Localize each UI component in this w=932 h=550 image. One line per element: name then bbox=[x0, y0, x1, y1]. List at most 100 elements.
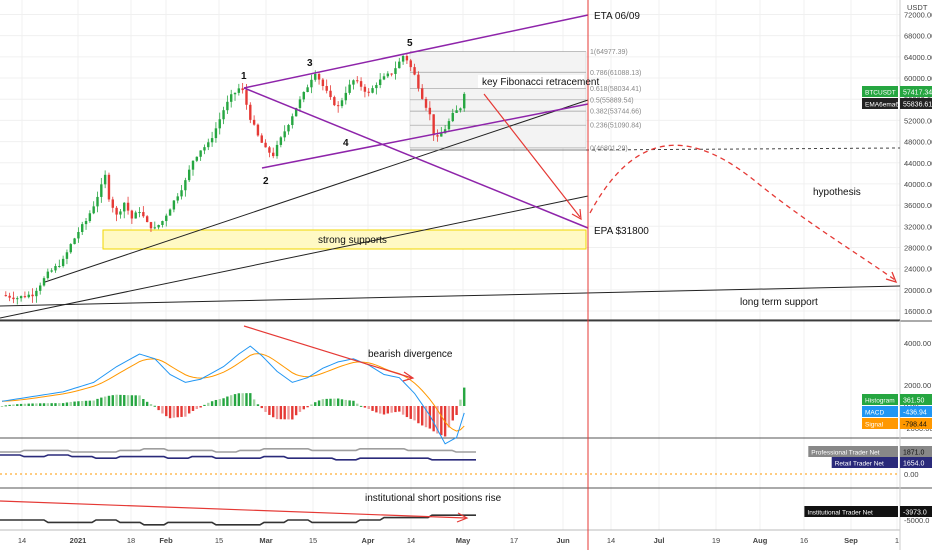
long-term-support-line bbox=[0, 285, 901, 307]
histogram-bar bbox=[264, 406, 267, 412]
histogram-bar bbox=[187, 406, 191, 414]
histogram-bar bbox=[35, 403, 38, 406]
histogram-bar bbox=[58, 403, 61, 406]
price-tick-label: 52000.00 bbox=[904, 116, 932, 125]
histogram-bar bbox=[436, 406, 439, 434]
candle-body bbox=[237, 88, 241, 93]
candle bbox=[23, 291, 27, 299]
macd-line bbox=[1, 345, 465, 445]
candle-body bbox=[126, 202, 130, 211]
candle bbox=[241, 82, 244, 94]
time-tick-label: Apr bbox=[362, 536, 375, 545]
histogram-bar bbox=[401, 406, 405, 415]
candle-body bbox=[378, 79, 382, 86]
candle bbox=[187, 165, 191, 182]
candle-body bbox=[333, 97, 336, 106]
candle bbox=[352, 79, 355, 90]
value-tags: BTCUSDT 57417.34 EMA6ema6 55836.61 Histogram… bbox=[804, 86, 932, 517]
candle-body bbox=[8, 295, 11, 298]
ema-tag: EMA6ema6 55836.61 bbox=[862, 98, 932, 109]
wave-channel bbox=[243, 14, 589, 229]
price-tick-label: 28000.00 bbox=[904, 243, 932, 252]
histogram-tag-value-bg bbox=[900, 394, 932, 405]
wave-label-2: 2 bbox=[263, 176, 269, 187]
candle bbox=[69, 243, 72, 254]
short-support-line bbox=[44, 99, 589, 283]
histogram-bar bbox=[4, 405, 8, 407]
time-tick-label: 2021 bbox=[70, 536, 87, 545]
histogram-bar bbox=[317, 400, 321, 406]
candle-body bbox=[386, 73, 390, 77]
candle bbox=[252, 115, 256, 126]
histogram-bar bbox=[107, 395, 111, 406]
candle-body bbox=[153, 227, 156, 229]
candle-body bbox=[19, 296, 23, 299]
histogram-bar bbox=[0, 406, 4, 407]
time-tick-label: Mar bbox=[259, 536, 272, 545]
candle-body bbox=[352, 80, 355, 85]
candle-body bbox=[210, 138, 214, 143]
histogram-bar bbox=[42, 403, 46, 406]
candle bbox=[184, 177, 187, 197]
candle bbox=[77, 227, 80, 243]
candle bbox=[35, 287, 38, 303]
institutional-indicator bbox=[0, 514, 476, 526]
professional-trader-net-line bbox=[0, 448, 476, 453]
candle bbox=[417, 71, 420, 92]
candle-body bbox=[463, 93, 466, 109]
histogram-bar bbox=[149, 404, 153, 406]
candle bbox=[249, 102, 252, 124]
histogram-bar bbox=[103, 396, 107, 406]
histogram-bar bbox=[340, 399, 344, 406]
candle-body bbox=[203, 147, 206, 151]
candle-body bbox=[359, 81, 363, 87]
histogram-bar bbox=[230, 395, 233, 406]
candle-body bbox=[432, 114, 435, 136]
candle-body bbox=[275, 144, 279, 157]
price-tick-label: 32000.00 bbox=[904, 222, 932, 231]
candle-body bbox=[65, 252, 69, 259]
candle-body bbox=[214, 128, 218, 139]
histogram-bar bbox=[321, 399, 325, 406]
histogram-bar bbox=[424, 406, 428, 428]
price-tag-label: BTCUSDT bbox=[865, 90, 896, 97]
candle-body bbox=[218, 119, 221, 129]
macd-tag-value: -436.94 bbox=[903, 410, 927, 417]
candle bbox=[111, 196, 114, 213]
candle-body bbox=[302, 92, 305, 100]
histogram-bar bbox=[371, 406, 374, 411]
candle-body bbox=[107, 174, 111, 200]
institutional-tag-value-bg bbox=[900, 506, 932, 517]
price-tick-label: 60000.00 bbox=[904, 74, 932, 83]
ema-tag-label: EMA6ema6 bbox=[865, 102, 899, 109]
candle bbox=[233, 92, 237, 101]
candle-body bbox=[306, 87, 309, 93]
candle-body bbox=[31, 294, 34, 297]
time-tick-label: 14 bbox=[407, 536, 415, 545]
candle-body bbox=[417, 74, 420, 89]
institutional-tag: Institutional Trader Net -3973.0 bbox=[804, 506, 932, 517]
candle bbox=[222, 106, 225, 125]
candle bbox=[230, 89, 233, 108]
price-tag-value-bg bbox=[900, 86, 932, 97]
candle-body bbox=[447, 121, 451, 130]
candle-body bbox=[336, 105, 340, 107]
histogram-bar bbox=[61, 403, 65, 406]
candle bbox=[100, 177, 103, 203]
candle-body bbox=[443, 129, 447, 134]
divergence-annotation: bearish divergence bbox=[368, 349, 453, 360]
histogram-bar bbox=[88, 400, 92, 406]
ema-tag-value: 55836.61 bbox=[903, 102, 932, 109]
fib-annotation: key Fibonacci retracement bbox=[482, 77, 599, 88]
candle-body bbox=[283, 131, 286, 138]
candle-body bbox=[252, 119, 256, 125]
retail-tag: Retail Trader Net 1654.0 bbox=[831, 457, 932, 468]
histogram-bar bbox=[92, 400, 95, 406]
candle bbox=[103, 170, 107, 189]
candle-body bbox=[222, 110, 225, 120]
institutional-tag-label-bg bbox=[804, 506, 898, 517]
retail-trader-net-line bbox=[0, 454, 476, 461]
candle bbox=[359, 77, 363, 91]
macd-tag-label-bg bbox=[862, 406, 898, 417]
